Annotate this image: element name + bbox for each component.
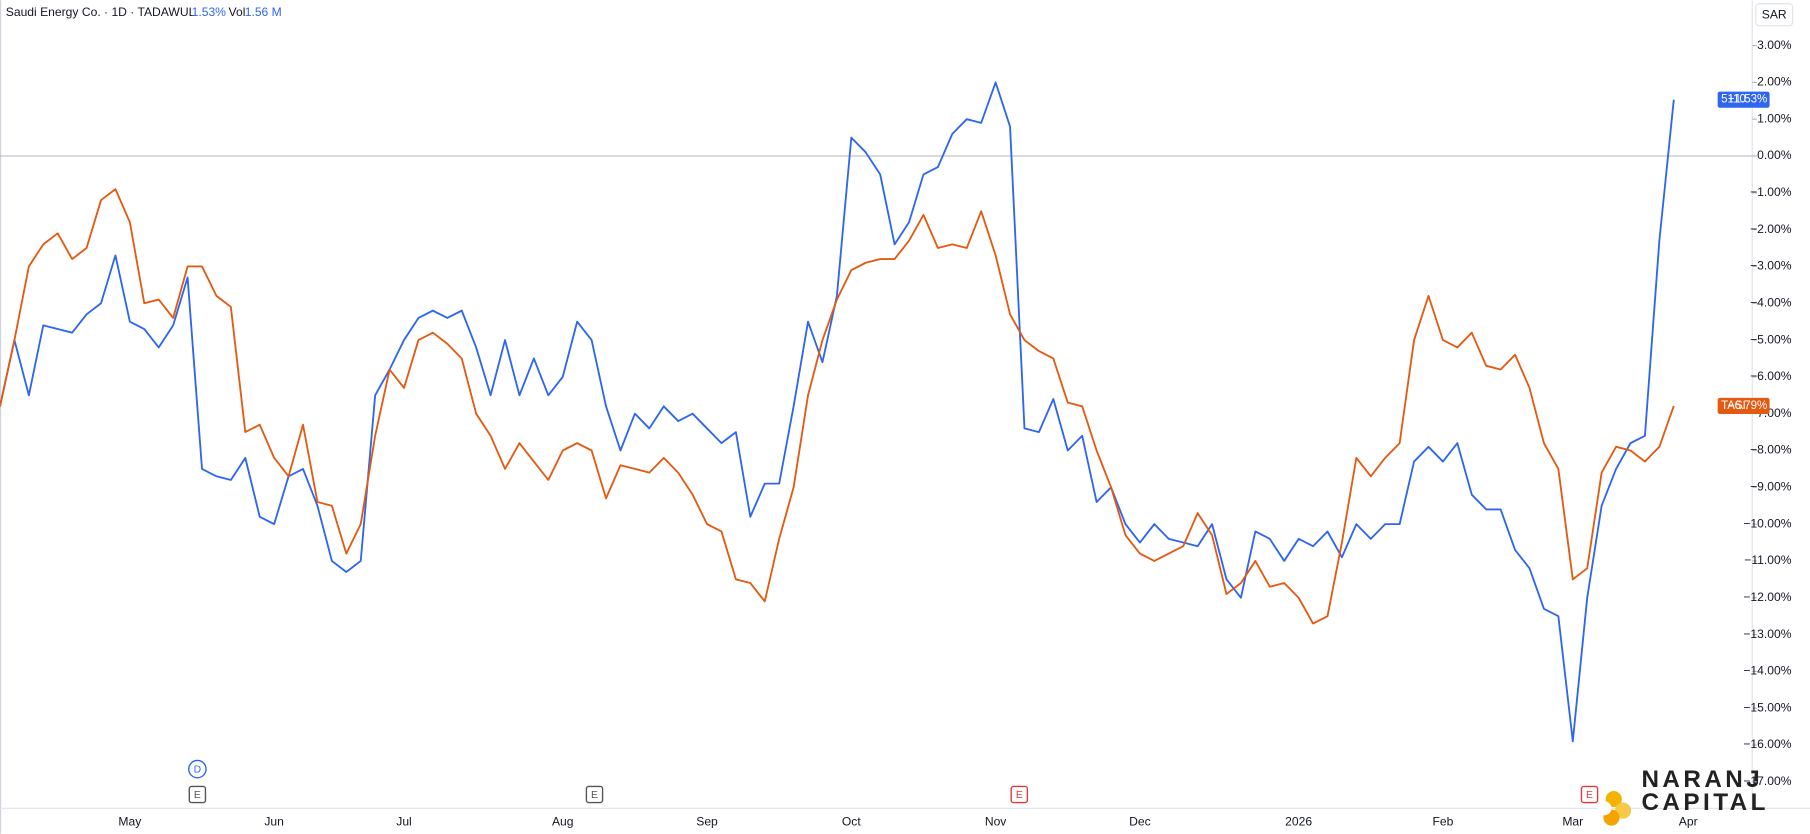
y-tick-label: 0.00%: [1757, 148, 1792, 162]
logo: NARANJ CAPITAL: [1597, 766, 1768, 826]
event-label: D: [194, 764, 202, 775]
header-change: 1.53%: [192, 5, 227, 19]
header-volume: 1.56 M: [245, 5, 282, 19]
x-tick-label: Jul: [396, 814, 411, 828]
y-tick-label: 1.00%: [1757, 111, 1792, 125]
event-marker: [1580, 785, 1599, 804]
x-tick-label: Sep: [696, 814, 718, 828]
currency[interactable]: SAR: [1762, 7, 1787, 21]
logo-petal: [1605, 791, 1622, 808]
x-tick-label: Dec: [1129, 814, 1151, 828]
y-tick-label: 2.00%: [1757, 75, 1792, 89]
y-tick-label: −15.00%: [1743, 700, 1791, 714]
chart-title: Saudi Energy Co. · 1D · TADAWUL: [6, 5, 196, 19]
last-value-label: +1.53%: [1728, 94, 1767, 106]
last-value-name: 5110: [1721, 94, 1746, 106]
series-line: [0, 81, 1675, 743]
last-value-tag: [1717, 91, 1770, 108]
event-marker: [1010, 785, 1029, 804]
logo-text: NARANJ: [1641, 766, 1763, 793]
x-tick-label: Mar: [1562, 814, 1583, 828]
x-tick-label: Jun: [264, 814, 284, 828]
event-label: E: [194, 790, 201, 801]
logo-center: [1597, 801, 1612, 816]
event-label: E: [1016, 790, 1023, 801]
x-tick-label: Aug: [552, 814, 574, 828]
y-tick-label: −12.00%: [1743, 590, 1791, 604]
y-tick-label: −11.00%: [1744, 553, 1791, 567]
last-value-tag: [1717, 397, 1770, 415]
header-volume-label: Vol: [229, 5, 246, 19]
event-marker: [585, 785, 604, 804]
y-tick-label: −8.00%: [1750, 443, 1792, 457]
x-tick-label: Oct: [842, 814, 861, 828]
y-tick-label: −4.00%: [1750, 295, 1792, 309]
y-tick-label: −6.00%: [1750, 369, 1792, 383]
y-tick-label: −17.00%: [1743, 774, 1791, 788]
y-tick-label: −9.00%: [1750, 480, 1792, 494]
event-label: E: [1586, 790, 1593, 801]
event-marker: [188, 759, 207, 779]
series-line: [0, 188, 1675, 625]
y-tick-label: −10.00%: [1743, 516, 1791, 530]
event-label: E: [591, 790, 598, 801]
y-tick-label: −13.00%: [1743, 627, 1791, 641]
currency-box[interactable]: [1755, 3, 1794, 27]
x-tick-label: Nov: [985, 814, 1007, 828]
y-tick-label: −14.00%: [1743, 664, 1791, 678]
last-value-label: −6.79%: [1728, 400, 1767, 412]
y-tick-label: −3.00%: [1750, 259, 1792, 273]
x-tick-label: May: [118, 814, 142, 828]
y-tick-label: −2.00%: [1750, 222, 1792, 236]
x-tick-label: 2026: [1285, 814, 1312, 828]
event-marker: [188, 785, 207, 804]
logo-text: CAPITAL: [1641, 789, 1768, 816]
y-tick-label: −5.00%: [1750, 332, 1792, 346]
y-tick-label: −16.00%: [1743, 737, 1791, 751]
y-tick-label: 3.00%: [1757, 38, 1792, 52]
x-tick-label: Apr: [1679, 814, 1698, 828]
x-tick-label: Feb: [1432, 814, 1453, 828]
y-tick-label: −1.00%: [1750, 185, 1792, 199]
last-value-name: TASI: [1721, 400, 1746, 412]
